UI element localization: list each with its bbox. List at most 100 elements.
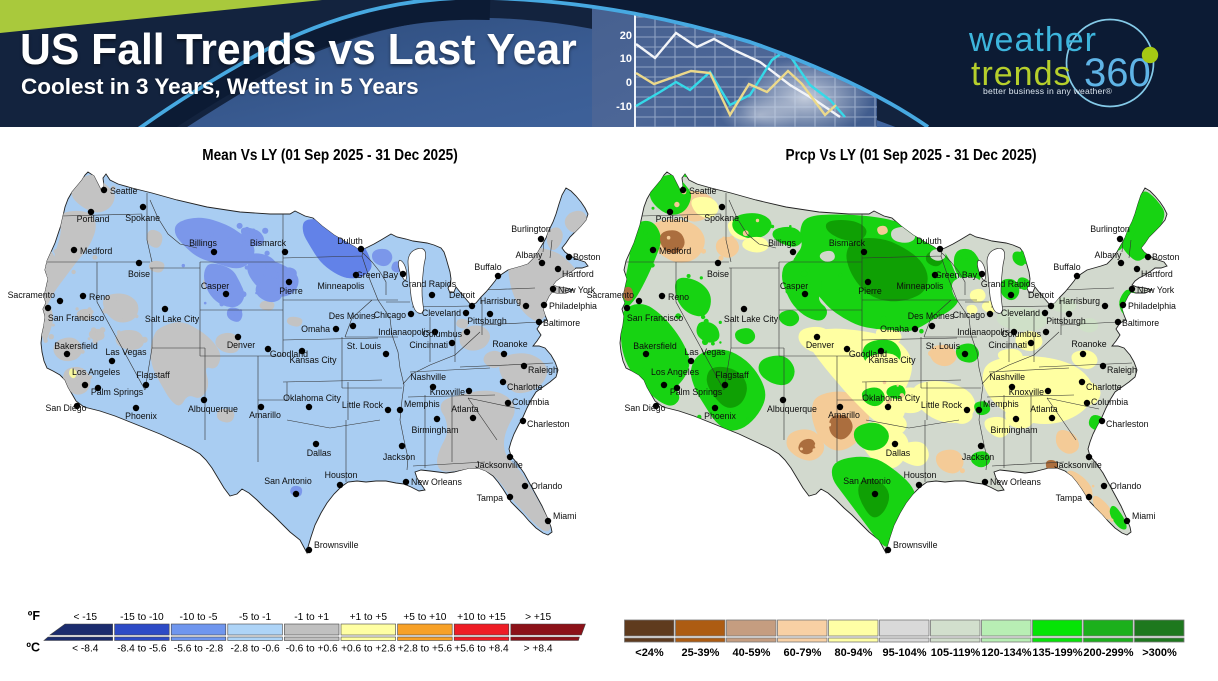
- svg-text:Boise: Boise: [128, 269, 150, 279]
- svg-text:Miami: Miami: [1132, 511, 1156, 521]
- svg-text:Seattle: Seattle: [110, 186, 137, 196]
- svg-text:Burlington: Burlington: [511, 224, 551, 234]
- svg-text:Burlington: Burlington: [1090, 224, 1130, 234]
- svg-text:Pittsburgh: Pittsburgh: [467, 316, 507, 326]
- svg-text:Roanoke: Roanoke: [492, 339, 527, 349]
- svg-text:+0.6 to +2.8: +0.6 to +2.8: [341, 644, 396, 655]
- svg-text:Memphis: Memphis: [404, 399, 440, 409]
- svg-text:Duluth: Duluth: [916, 236, 942, 246]
- svg-text:Los Angeles: Los Angeles: [651, 367, 700, 377]
- svg-text:Reno: Reno: [668, 292, 689, 302]
- svg-text:Boise: Boise: [707, 269, 729, 279]
- svg-text:Pierre: Pierre: [858, 286, 882, 296]
- svg-text:Green Bay: Green Bay: [356, 270, 399, 280]
- svg-text:Roanoke: Roanoke: [1071, 339, 1106, 349]
- svg-text:Amarillo: Amarillo: [249, 410, 281, 420]
- svg-text:Columbus: Columbus: [1001, 329, 1041, 339]
- svg-text:Indianaopolis: Indianaopolis: [957, 327, 1009, 337]
- svg-text:Omaha: Omaha: [301, 324, 330, 334]
- svg-text:San Francisco: San Francisco: [627, 313, 683, 323]
- svg-text:Minneapolis: Minneapolis: [318, 281, 366, 291]
- svg-text:Baltimore: Baltimore: [1122, 318, 1159, 328]
- svg-text:Salt Lake City: Salt Lake City: [145, 314, 200, 324]
- svg-text:Billings: Billings: [189, 238, 217, 248]
- svg-text:Buffalo: Buffalo: [1053, 262, 1080, 272]
- svg-text:360: 360: [1084, 51, 1151, 95]
- svg-text:New York: New York: [1137, 285, 1175, 295]
- svg-text:Harrisburg: Harrisburg: [480, 296, 521, 306]
- svg-text:Bismarck: Bismarck: [829, 238, 866, 248]
- svg-text:Hartford: Hartford: [562, 269, 594, 279]
- svg-text:>300%: >300%: [1142, 647, 1177, 659]
- svg-text:San Diego: San Diego: [45, 403, 86, 413]
- svg-text:200-299%: 200-299%: [1083, 647, 1133, 659]
- svg-text:Nashville: Nashville: [989, 372, 1025, 382]
- svg-text:Las Vegas: Las Vegas: [684, 347, 726, 357]
- svg-text:Flagstaff: Flagstaff: [715, 370, 749, 380]
- svg-text:Tampa: Tampa: [1056, 493, 1083, 503]
- svg-text:Grand Rapids: Grand Rapids: [402, 279, 457, 289]
- svg-text:-8.4 to -5.6: -8.4 to -5.6: [117, 644, 167, 655]
- svg-text:-2.8 to -0.6: -2.8 to -0.6: [230, 644, 280, 655]
- svg-text:Tampa: Tampa: [477, 493, 504, 503]
- svg-text:Billings: Billings: [768, 238, 796, 248]
- svg-text:Philadelphia: Philadelphia: [1128, 301, 1176, 311]
- svg-text:Omaha: Omaha: [880, 324, 909, 334]
- svg-text:weather: weather: [968, 21, 1097, 59]
- svg-text:New Orleans: New Orleans: [411, 477, 462, 487]
- svg-text:+5 to +10: +5 to +10: [403, 612, 446, 623]
- svg-text:40-59%: 40-59%: [733, 647, 771, 659]
- svg-text:Jackson: Jackson: [962, 452, 994, 462]
- svg-text:0: 0: [626, 77, 632, 89]
- svg-text:Albuquerque: Albuquerque: [188, 404, 238, 414]
- svg-text:Bakersfield: Bakersfield: [54, 341, 98, 351]
- svg-text:Albany: Albany: [1095, 250, 1122, 260]
- svg-text:Des Moines: Des Moines: [908, 311, 955, 321]
- svg-text:Columbia: Columbia: [512, 397, 549, 407]
- svg-text:San Diego: San Diego: [624, 403, 665, 413]
- svg-text:San Francisco: San Francisco: [48, 313, 104, 323]
- svg-text:Knoxville: Knoxville: [1009, 387, 1044, 397]
- svg-text:Minneapolis: Minneapolis: [897, 281, 945, 291]
- svg-text:St. Louis: St. Louis: [926, 341, 961, 351]
- svg-text:Detroit: Detroit: [449, 290, 475, 300]
- svg-text:Orlando: Orlando: [1110, 481, 1141, 491]
- svg-text:Seattle: Seattle: [689, 186, 716, 196]
- svg-text:Goodland: Goodland: [849, 349, 887, 359]
- svg-text:+2.8 to +5.6: +2.8 to +5.6: [398, 644, 453, 655]
- svg-text:Indianaopolis: Indianaopolis: [378, 327, 430, 337]
- svg-text:New Orleans: New Orleans: [990, 477, 1041, 487]
- svg-text:Birmingham: Birmingham: [991, 425, 1038, 435]
- svg-text:> +8.4: > +8.4: [524, 644, 553, 655]
- svg-text:Buffalo: Buffalo: [474, 262, 501, 272]
- svg-text:Orlando: Orlando: [531, 481, 562, 491]
- svg-text:Spokane: Spokane: [704, 213, 739, 223]
- svg-text:Medford: Medford: [80, 246, 112, 256]
- svg-text:Pierre: Pierre: [279, 286, 303, 296]
- svg-text:Green Bay: Green Bay: [935, 270, 978, 280]
- svg-text:135-199%: 135-199%: [1032, 647, 1082, 659]
- svg-text:95-104%: 95-104%: [882, 647, 926, 659]
- svg-text:-5 to -1: -5 to -1: [239, 612, 272, 623]
- svg-text:Oklahoma City: Oklahoma City: [862, 393, 920, 403]
- svg-text:Phoenix: Phoenix: [125, 411, 157, 421]
- svg-text:Salt Lake City: Salt Lake City: [724, 314, 779, 324]
- svg-text:Las Vegas: Las Vegas: [105, 347, 147, 357]
- svg-text:Duluth: Duluth: [337, 236, 363, 246]
- svg-text:Charlotte: Charlotte: [507, 382, 543, 392]
- svg-text:Birmingham: Birmingham: [412, 425, 459, 435]
- svg-text:Albany: Albany: [516, 250, 543, 260]
- svg-text:Cincinnati: Cincinnati: [409, 340, 448, 350]
- svg-text:Boston: Boston: [1152, 252, 1179, 262]
- svg-text:< -15: < -15: [74, 612, 98, 623]
- svg-text:Nashville: Nashville: [410, 372, 446, 382]
- svg-text:Kansas City: Kansas City: [290, 355, 338, 365]
- svg-text:New York: New York: [558, 285, 596, 295]
- svg-text:-10 to -5: -10 to -5: [180, 612, 218, 623]
- svg-text:Harrisburg: Harrisburg: [1059, 296, 1100, 306]
- svg-text:Portland: Portland: [77, 214, 110, 224]
- svg-text:trends: trends: [971, 55, 1072, 93]
- svg-text:80-94%: 80-94%: [835, 647, 873, 659]
- svg-text:60-79%: 60-79%: [784, 647, 822, 659]
- svg-text:Casper: Casper: [780, 281, 808, 291]
